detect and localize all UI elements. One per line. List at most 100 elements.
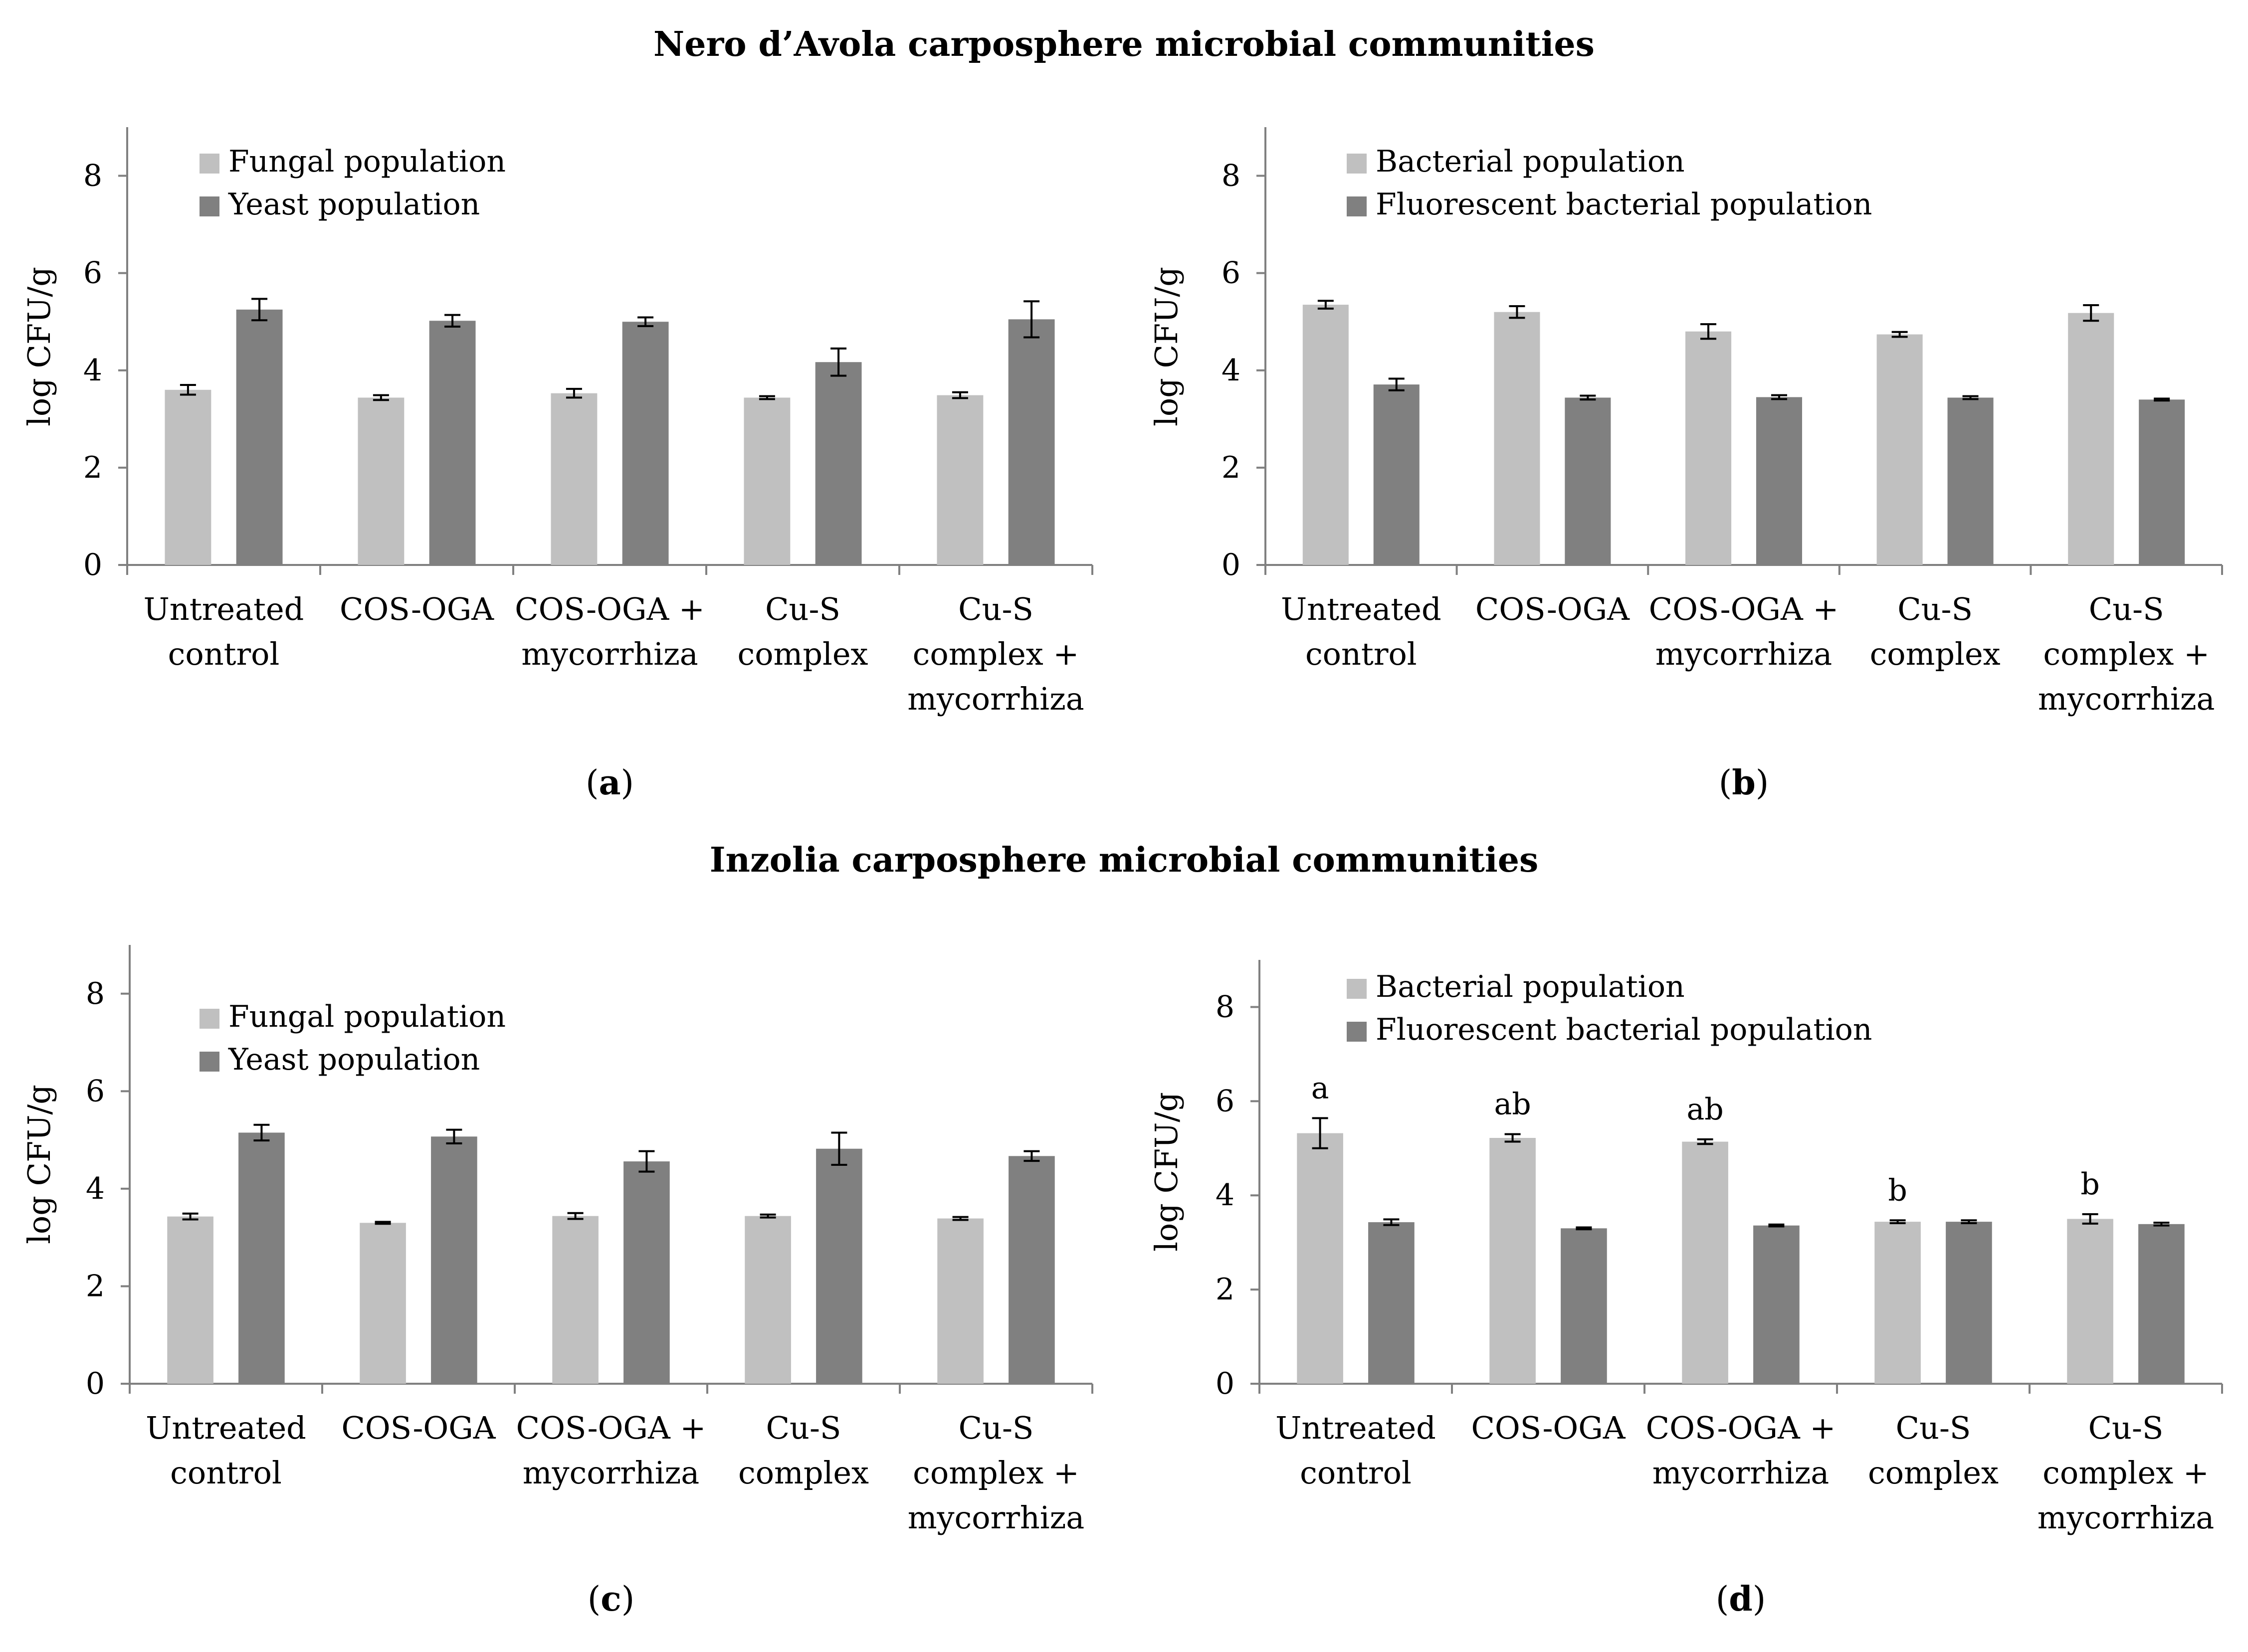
x-category-label-line: Cu-S [1896,1410,1971,1446]
chart-panel-b: 0 2 4 6 8 log CFU/g Untreated control COS-OGA COS… [1148,127,2223,803]
error-bar [566,387,582,399]
panel-label: (d) [1716,1579,1766,1619]
chart-panel-c: 0 2 4 6 8 log CFU/g Untreated control COS-OGA COS… [21,945,1093,1619]
error-bar [1962,395,1979,400]
significance-letter: ab [1686,1092,1723,1127]
x-category-label: Cu-S complex + mycorrhiza [907,591,1084,717]
x-category-label: Cu-S complex + mycorrhiza [2038,1410,2215,1536]
panel-letter: a [599,763,620,803]
y-tick-label: 2 [83,450,102,485]
y-tick-label: 0 [86,1366,105,1401]
section-title-bottom: Inzolia carposphere microbial communitie… [709,840,1539,880]
bar-a-s0-c1 [358,397,405,565]
x-category-label-line: mycorrhiza [908,1499,1085,1536]
panel-letter: d [1729,1579,1753,1619]
y-axis-label: log CFU/g [1148,267,1185,426]
error-bar [1961,1219,1977,1224]
error-bar [1889,1219,1906,1224]
x-category-label: Untreated control [1275,1410,1436,1491]
legend-swatch [200,196,219,216]
y-tick-label: 8 [1222,159,1240,193]
x-category-label: Untreated control [146,1410,306,1491]
error-bar [637,316,654,328]
error-bar [182,1212,199,1221]
x-category-label-line: Untreated [1275,1410,1436,1446]
error-bar [251,298,268,322]
bar-d-s1-c2 [1753,1225,1800,1384]
x-category-label: COS-OGA [340,591,494,627]
legend-label: Bacterial population [1376,969,1685,1004]
x-category-label: Untreated control [1281,591,1441,672]
bar-d-s1-c4 [2138,1224,2185,1384]
y-tick-label: 4 [1216,1178,1234,1213]
y-tick-label: 2 [86,1269,105,1303]
bar-b-s1-c0 [1373,384,1420,565]
legend-label: Yeast population [228,1042,480,1077]
legend-swatch [1347,1022,1367,1042]
bar-a-s0-c4 [937,395,984,565]
bar-d-s1-c1 [1561,1228,1607,1384]
error-bar [1576,1226,1592,1231]
y-axis-label: log CFU/g [1148,1092,1185,1252]
bar-c-s1-c1 [431,1136,477,1384]
legend-swatch [1347,196,1367,216]
x-category-label: COS-OGA [1475,591,1630,627]
error-bar [760,1213,776,1219]
bar-d-s0-c4 [2067,1219,2113,1384]
error-bar [1580,394,1596,401]
x-category-label-line: Cu-S [765,591,840,627]
x-category-label: COS-OGA + mycorrhiza [1649,591,1839,672]
significance-letter: b [1888,1173,1907,1208]
bar-a-s1-c4 [1008,319,1055,565]
x-category-label-line: COS-OGA [341,1410,496,1446]
x-category-label-line: control [1305,636,1417,672]
bar-a-s0-c0 [165,389,211,565]
error-bar [952,391,968,399]
y-axis-label: log CFU/g [21,267,57,426]
error-bar [1697,1138,1713,1145]
x-category-label: COS-OGA + mycorrhiza [515,591,705,672]
x-category-label-line: Cu-S [2089,591,2164,627]
y-tick-label: 2 [1222,450,1240,485]
chart-panel-d: 0 2 4 6 8 log CFU/g a ab ab b b Untreated control COS… [1148,960,2223,1619]
error-bar [1504,1133,1521,1143]
chart-panel-a: 0 2 4 6 8 log CFU/g Untreated control COS-OGA COS… [21,127,1093,803]
bar-d-s1-c3 [1946,1222,1992,1384]
x-category-label-line: Cu-S [766,1410,841,1446]
x-category-label: Cu-S complex [738,1410,869,1491]
error-bar [2082,1213,2098,1225]
x-category-label: Cu-S complex [1870,591,2001,672]
bar-d-s0-c0 [1297,1133,1343,1384]
bar-c-s0-c0 [167,1216,213,1384]
legend-swatch [200,154,219,174]
y-tick-label: 4 [86,1171,105,1206]
bar-c-s0-c2 [552,1216,599,1384]
error-bar [444,314,461,328]
error-bar [1771,394,1787,400]
x-category-label: Cu-S complex [737,591,868,672]
y-tick-label: 6 [1216,1084,1234,1118]
bar-b-s0-c1 [1494,312,1540,565]
x-category-label-line: mycorrhiza [1652,1455,1830,1491]
bar-c-s0-c4 [937,1218,984,1384]
x-category-label-line: complex [1868,1455,1999,1491]
y-tick-label: 8 [86,976,105,1011]
error-bar [1509,305,1525,319]
error-bar [375,1221,391,1225]
significance-letter: ab [1494,1087,1531,1121]
x-category-label: COS-OGA [341,1410,496,1446]
legend-label: Bacterial population [1376,144,1685,179]
bar-c-s1-c3 [816,1148,862,1384]
x-category-label-line: complex + [2043,1455,2209,1491]
bar-c-s0-c3 [745,1216,791,1384]
x-category-label-line: COS-OGA [1475,591,1630,627]
bar-a-s0-c3 [744,397,791,565]
x-category-label-line: mycorrhiza [2038,681,2215,717]
bar-b-s0-c0 [1302,305,1349,565]
legend-label: Fluorescent bacterial population [1376,1012,1872,1047]
bar-a-s0-c2 [551,393,598,565]
x-category-label-line: Cu-S [1897,591,1973,627]
bar-b-s1-c4 [2139,399,2185,565]
panel-label: (c) [588,1579,634,1619]
